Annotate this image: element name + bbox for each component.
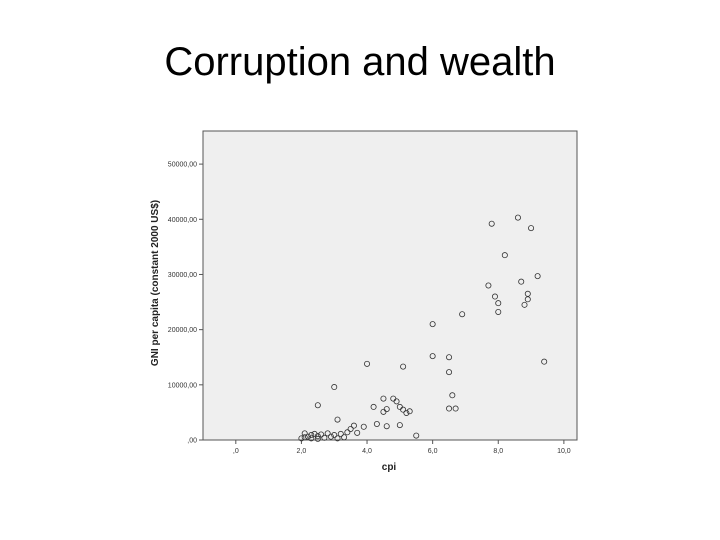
data-point — [400, 363, 407, 370]
data-point — [449, 392, 456, 399]
data-point — [452, 405, 459, 412]
data-point — [400, 406, 407, 413]
plot-area — [202, 130, 578, 441]
data-point — [534, 273, 541, 280]
data-point — [393, 398, 400, 405]
data-point — [308, 435, 315, 442]
data-point — [318, 431, 325, 438]
data-point — [518, 278, 525, 285]
data-point — [446, 369, 453, 376]
data-point — [446, 354, 453, 361]
data-point — [429, 321, 436, 328]
data-point — [314, 433, 321, 440]
data-point — [301, 434, 308, 441]
data-point — [488, 220, 495, 227]
data-point — [370, 403, 377, 410]
data-point — [403, 409, 410, 416]
slide-title: Corruption and wealth — [164, 40, 556, 84]
data-point — [360, 423, 367, 430]
data-point — [491, 293, 498, 300]
data-point — [364, 360, 371, 367]
data-point — [334, 435, 341, 442]
x-tick-label: 4,0 — [362, 448, 372, 455]
data-point — [347, 425, 354, 432]
data-point — [396, 422, 403, 429]
data-point — [331, 432, 338, 439]
data-point — [413, 432, 420, 439]
x-tick-label: 2,0 — [297, 448, 307, 455]
data-point — [383, 423, 390, 430]
data-point — [298, 435, 305, 442]
data-point — [501, 252, 508, 259]
data-point — [308, 432, 315, 439]
data-point — [314, 402, 321, 409]
data-point — [337, 430, 344, 437]
x-tick-label: ,0 — [233, 448, 239, 455]
data-point — [495, 300, 502, 307]
data-point — [524, 296, 531, 303]
data-point — [485, 282, 492, 289]
data-point — [321, 434, 328, 441]
y-tick-label: 40000,00 — [168, 217, 197, 224]
x-tick-label: 6,0 — [428, 448, 438, 455]
y-tick-label: 30000,00 — [168, 272, 197, 279]
data-point — [528, 225, 535, 232]
data-point — [380, 395, 387, 402]
data-point — [341, 434, 348, 441]
data-point — [383, 406, 390, 413]
data-point — [495, 308, 502, 315]
data-point — [521, 301, 528, 308]
data-point — [314, 435, 321, 442]
data-point — [514, 214, 521, 221]
data-point — [354, 429, 361, 436]
x-tick-label: 10,0 — [557, 448, 571, 455]
y-tick-label: 20000,00 — [168, 327, 197, 334]
data-point — [350, 422, 357, 429]
y-axis-label: GNI per capita (constant 2000 US$) — [150, 200, 161, 366]
data-point — [446, 405, 453, 412]
data-point — [331, 384, 338, 391]
data-point — [324, 430, 331, 437]
y-tick-label: ,00 — [187, 438, 197, 445]
data-point — [373, 420, 380, 427]
data-point — [429, 353, 436, 360]
y-tick-label: 50000,00 — [168, 162, 197, 169]
data-point — [327, 433, 334, 440]
y-tick-label: 10000,00 — [168, 382, 197, 389]
data-point — [301, 430, 308, 437]
x-axis-label: cpi — [382, 462, 397, 473]
x-tick-label: 8,0 — [493, 448, 503, 455]
data-point — [344, 429, 351, 436]
data-point — [334, 416, 341, 423]
data-point — [459, 311, 466, 318]
data-point — [304, 433, 311, 440]
data-point — [406, 408, 413, 415]
data-point — [541, 358, 548, 365]
